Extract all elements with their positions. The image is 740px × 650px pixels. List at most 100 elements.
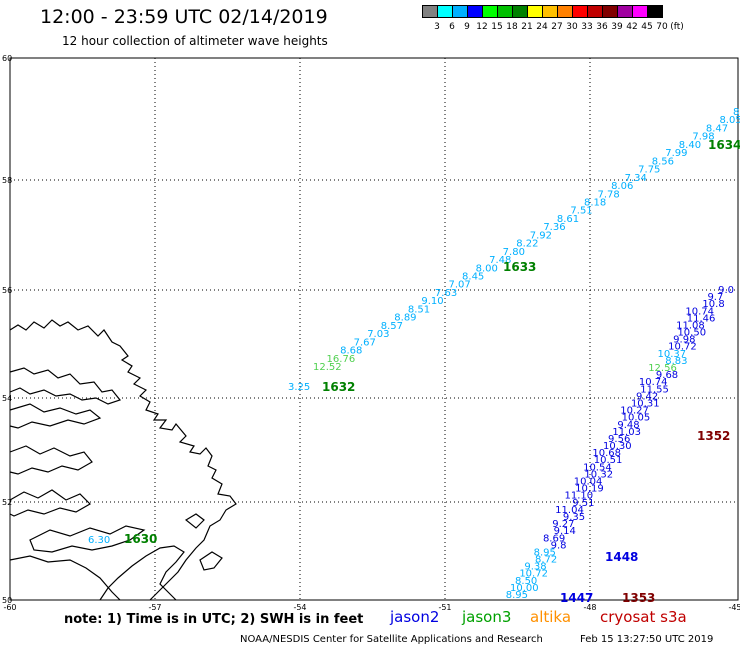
pass-time-label: 1630 (124, 532, 157, 546)
latitude-labels: 60 58 56 54 52 50 (2, 54, 12, 605)
wave-height-label: 8.83 (665, 356, 687, 367)
longitude-label: -48 (583, 603, 596, 612)
wave-height-label: 8.72 (535, 555, 557, 566)
wave-height-label: 10.54 (583, 462, 612, 473)
wave-height-label: 11.55 (640, 384, 669, 395)
wave-height-label: 7.34 (625, 173, 647, 184)
wave-height-label: 11.04 (555, 505, 584, 516)
color-scale-labels: 3 6 9 12 15 18 21 24 27 30 33 36 39 42 45 70 (ft) (422, 22, 740, 34)
color-scale-label: 12 (476, 22, 488, 32)
wave-height-label: 9.42 (636, 391, 658, 402)
wave-height-label: 7.03 (367, 329, 389, 340)
wave-height-label: 8.18 (584, 197, 606, 208)
wave-height-label: 8.05 (719, 115, 740, 126)
wave-height-label: 8.40 (679, 140, 701, 151)
wave-height-label: 9.56 (608, 434, 630, 445)
color-scale-label: 27 (551, 22, 563, 32)
pass-time-label: 1353 (622, 591, 655, 605)
wave-height-label: 7.99 (665, 148, 687, 159)
longitude-label: -57 (148, 603, 161, 612)
color-scale-label: 3 (434, 22, 440, 32)
color-swatch (647, 5, 663, 18)
wave-height-label: 10.19 (575, 484, 604, 495)
wave-height-label: 11.46 (687, 313, 716, 324)
wave-height-label: 3.25 (288, 382, 310, 393)
longitude-label: -51 (438, 603, 451, 612)
wave-height-label: 10.8 (702, 299, 724, 310)
wave-height-label: 8.57 (381, 321, 403, 332)
satellite-legend-item: altika (530, 608, 572, 626)
color-scale-label: (ft) (670, 22, 684, 32)
graticule (10, 58, 738, 600)
wave-height-label: 10.74 (685, 306, 714, 317)
pass-time-label: 1447 (560, 591, 593, 605)
latitude-label: 54 (2, 394, 12, 403)
wave-height-label: 10.72 (668, 342, 697, 353)
color-scale-label: 21 (521, 22, 533, 32)
wave-height-label: 10.05 (622, 413, 651, 424)
wave-height-label: 9.14 (554, 526, 576, 537)
wave-height-label: 9.35 (563, 512, 585, 523)
wave-height-label: 8.00 (476, 263, 498, 274)
wave-height-label: 10.00 (510, 583, 539, 594)
color-scale-label: 42 (626, 22, 638, 32)
color-scale-label: 39 (611, 22, 623, 32)
wave-height-label: 10.31 (631, 398, 660, 409)
wave-height-label: 10.68 (592, 448, 621, 459)
wave-height-label: 10.30 (603, 441, 632, 452)
latitude-label: 60 (2, 54, 12, 63)
wave-height-label: 9.48 (617, 420, 639, 431)
wave-height-label: 10.04 (574, 477, 603, 488)
jason2-track: 9.09.710.810.7411.4611.0810.509.9810.721… (506, 285, 734, 601)
color-scale-label: 18 (506, 22, 518, 32)
plot-frame (9, 57, 739, 601)
wave-height-label: 11.08 (676, 320, 705, 331)
credit-text: NOAA/NESDIS Center for Satellite Applica… (240, 634, 543, 645)
wave-height-label: 8.61 (557, 214, 579, 225)
longitude-label: -45 (728, 603, 740, 612)
wave-height-label: 7.80 (503, 247, 525, 258)
pass-time-label: 1633 (503, 260, 536, 274)
color-scale-label: 15 (491, 22, 503, 32)
wave-height-label: 8. (733, 107, 740, 118)
wave-height-label: 8.22 (516, 239, 538, 250)
wave-height-label: 10.27 (620, 406, 649, 417)
wave-height-label: 8.56 (652, 156, 674, 167)
generated-timestamp: Feb 15 13:27:50 UTC 2019 (580, 634, 714, 645)
pass-time-label: 1632 (322, 380, 355, 394)
wave-height-label: 10.72 (519, 569, 548, 580)
wave-height-label: 10.32 (584, 469, 613, 480)
wave-height-label: 8.95 (534, 547, 556, 558)
wave-height-label: 9.98 (673, 335, 695, 346)
time-labels: 1632 1633 1634 1448 1447 1352 1353 6.30 1630 (88, 138, 740, 605)
wave-height-label: 11.10 (564, 491, 593, 502)
wave-height-label: 8.47 (706, 123, 728, 134)
wave-height-label: 8.89 (394, 313, 416, 324)
wave-height-label: 7.67 (354, 337, 376, 348)
wave-height-label: 7.75 (638, 165, 660, 176)
color-scale-label: 6 (449, 22, 455, 32)
wave-height-label: 10.51 (594, 455, 623, 466)
satellite-legend-item: jason3 (462, 608, 512, 626)
color-scale (422, 5, 663, 18)
wave-height-label: 12.52 (313, 362, 342, 373)
color-scale-label: 45 (641, 22, 653, 32)
map-subtitle: 12 hour collection of altimeter wave hei… (62, 34, 328, 48)
longitude-labels: -60 -57 -54 -51 -48 -45 (3, 603, 740, 612)
wave-height-label: 6.30 (88, 535, 110, 546)
color-scale-label: 36 (596, 22, 608, 32)
wave-height-label: 10.50 (677, 328, 706, 339)
wave-height-label: 7.63 (435, 288, 457, 299)
latitude-label: 56 (2, 286, 12, 295)
longitude-label: -54 (293, 603, 306, 612)
wave-height-label: 10.37 (657, 349, 686, 360)
color-scale-label: 9 (464, 22, 470, 32)
pass-time-label: 1448 (605, 550, 638, 564)
wave-height-label: 9.38 (524, 562, 546, 573)
wave-height-label: 8.50 (515, 576, 537, 587)
color-scale-label: 70 (656, 22, 668, 32)
wave-height-label: 9.51 (572, 498, 594, 509)
wave-height-label: 9.7 (707, 292, 723, 303)
longitude-label: -60 (3, 603, 16, 612)
